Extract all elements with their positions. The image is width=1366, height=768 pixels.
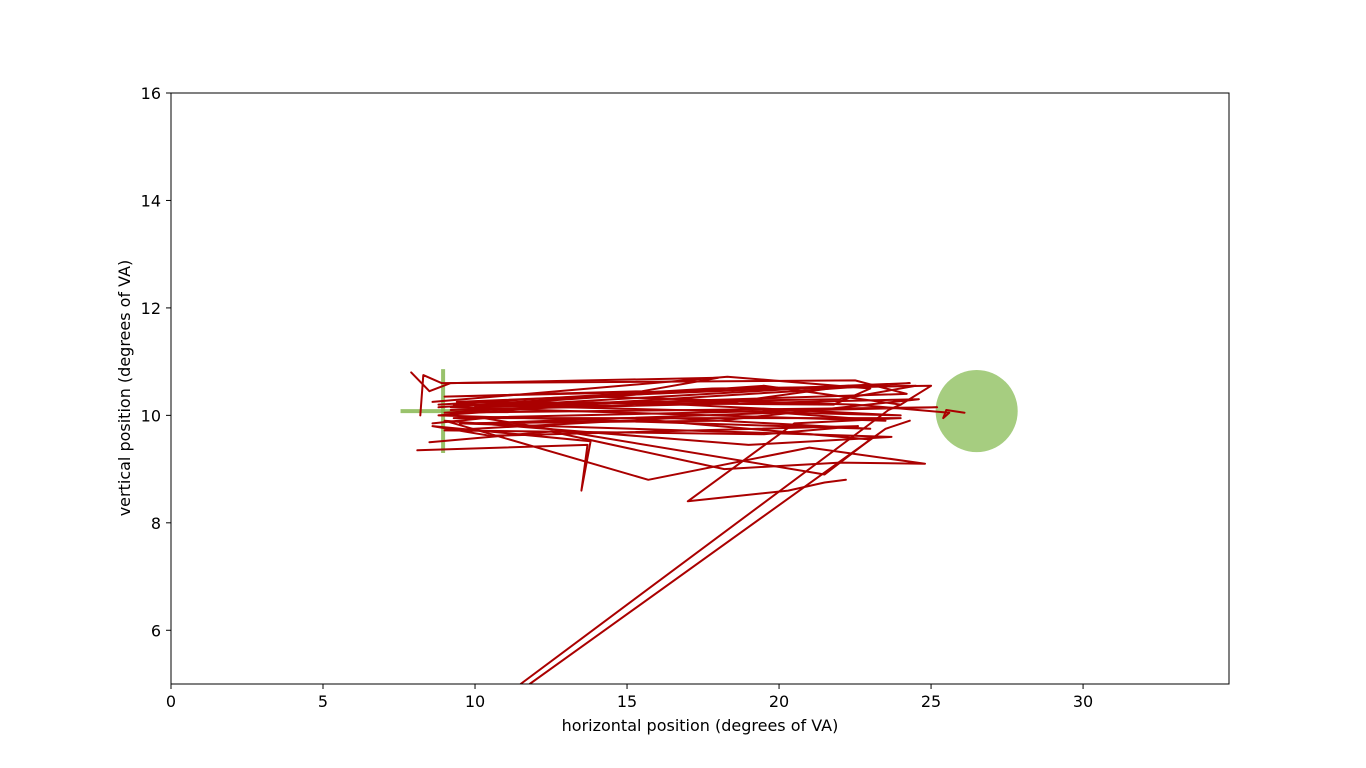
x-axis-ticks: 0 5 10 15 20 25 30 — [166, 684, 1093, 711]
y-tick-label: 8 — [151, 514, 161, 533]
x-tick-label: 30 — [1073, 692, 1093, 711]
x-tick-label: 10 — [465, 692, 485, 711]
plot-area — [400, 369, 1018, 684]
x-tick-label: 25 — [921, 692, 941, 711]
x-tick-label: 0 — [166, 692, 176, 711]
x-tick-label: 15 — [617, 692, 637, 711]
gaze-trace-1 — [410, 371, 917, 492]
gaze-trace-4 — [431, 384, 933, 476]
gaze-trace-6 — [519, 403, 902, 684]
gaze-trace-5 — [437, 395, 966, 420]
y-axis-ticks: 6 8 10 12 14 16 — [141, 84, 171, 640]
y-axis-label: vertical position (degrees of VA) — [115, 260, 134, 517]
y-tick-label: 10 — [141, 406, 161, 425]
plot-frame — [170, 92, 1230, 685]
y-tick-label: 12 — [141, 299, 161, 318]
target-circle — [935, 370, 1018, 453]
x-tick-label: 5 — [318, 692, 328, 711]
x-axis-label: horizontal position (degrees of VA) — [562, 716, 839, 735]
y-tick-label: 14 — [141, 191, 161, 210]
x-tick-label: 20 — [769, 692, 789, 711]
gaze-trace-7 — [528, 419, 911, 684]
y-tick-label: 16 — [141, 84, 161, 103]
y-tick-label: 6 — [151, 621, 161, 640]
gaze-trace-3 — [431, 375, 939, 503]
